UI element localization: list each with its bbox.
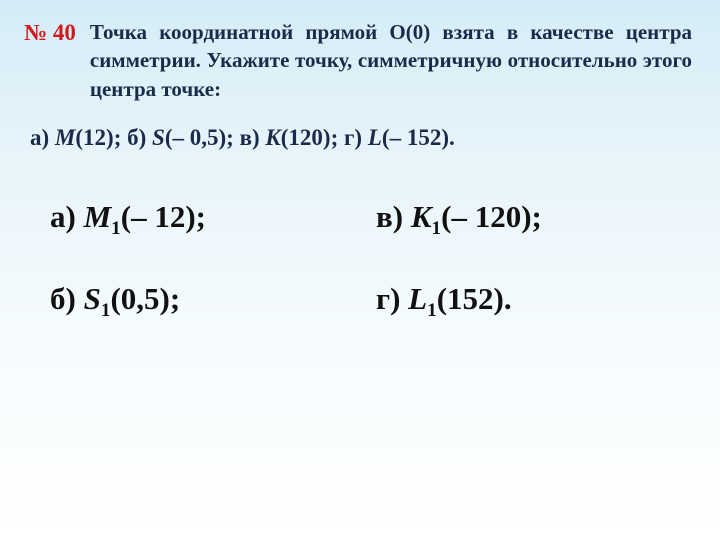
answer-g: г) L1(152). [376, 281, 682, 317]
answer-v-val: (– 120); [441, 199, 542, 234]
given-g-label: г) [344, 125, 368, 150]
answers-grid: а) М1(– 12); в) K1(– 120); б) S1(0,5); г… [50, 199, 682, 317]
answer-b-label: б) [50, 281, 84, 316]
answer-g-val: (152). [437, 281, 512, 316]
given-v-label: в) [240, 125, 266, 150]
given-v-val: (120); [281, 125, 344, 150]
task-text-O: О [389, 20, 405, 44]
answer-v-label: в) [376, 199, 411, 234]
answer-b-var: S [84, 281, 101, 316]
answer-g-sub: 1 [427, 300, 437, 321]
answer-v-var: K [411, 199, 432, 234]
task-header: № 40 Точка координатной прямой О(0) взят… [24, 18, 692, 103]
answer-g-var: L [408, 281, 427, 316]
given-g-var: L [368, 125, 382, 150]
task-number: № 40 [24, 18, 76, 46]
given-b-label: б) [127, 125, 152, 150]
answer-b: б) S1(0,5); [50, 281, 356, 317]
answer-v: в) K1(– 120); [376, 199, 682, 235]
answer-a-val: (– 12); [121, 199, 206, 234]
given-a-label: а) [30, 125, 55, 150]
given-g-val: (– 152). [382, 125, 455, 150]
given-b-val: (– 0,5); [165, 125, 240, 150]
given-a-val: (12); [75, 125, 127, 150]
answer-b-val: (0,5); [110, 281, 180, 316]
task-text-Oval: (0) [406, 20, 431, 44]
task-text-prefix: Точка координатной прямой [90, 20, 390, 44]
given-v-var: K [265, 125, 280, 150]
answer-b-sub: 1 [101, 300, 111, 321]
given-b-var: S [152, 125, 165, 150]
given-a-var: М [55, 125, 75, 150]
answer-a: а) М1(– 12); [50, 199, 356, 235]
task-text: Точка координатной прямой О(0) взята в к… [90, 18, 692, 103]
answer-v-sub: 1 [432, 218, 442, 239]
answer-a-sub: 1 [111, 218, 121, 239]
answer-a-var: М [84, 199, 112, 234]
answer-g-label: г) [376, 281, 408, 316]
answer-a-label: а) [50, 199, 84, 234]
given-points: а) М(12); б) S(– 0,5); в) K(120); г) L(–… [30, 125, 692, 151]
